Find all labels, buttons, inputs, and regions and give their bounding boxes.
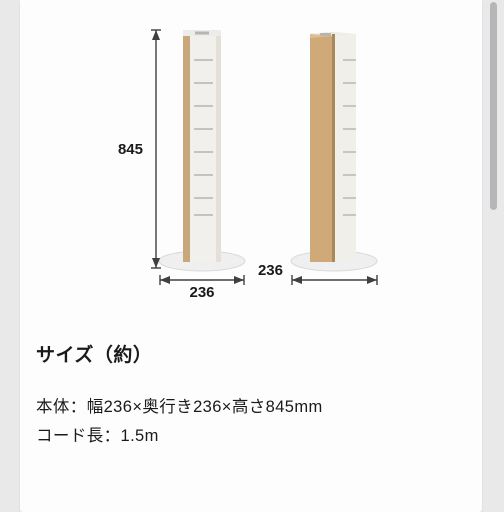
spec-line-cord: コード長：1.5m [36,422,466,451]
front-vents [193,60,214,215]
diagram-svg: 845 236 [20,0,482,300]
size-heading: サイズ（約） [36,340,466,367]
page: 845 236 [0,0,504,512]
spec-text: サイズ（約） 本体：幅236×奥行き236×高さ845mm コード長：1.5m [20,300,482,451]
width-side-label: 236 [258,262,283,279]
product-card: 845 236 [20,0,482,512]
width-front-label: 236 [189,284,214,300]
height-label: 845 [118,141,143,158]
dimension-diagram: 845 236 [20,0,482,300]
dim-height [151,30,161,268]
side-view [291,32,377,271]
spec-line-body: 本体：幅236×奥行き236×高さ845mm [36,393,466,422]
scrollbar-thumb[interactable] [490,2,497,210]
dim-width-side [292,275,377,285]
